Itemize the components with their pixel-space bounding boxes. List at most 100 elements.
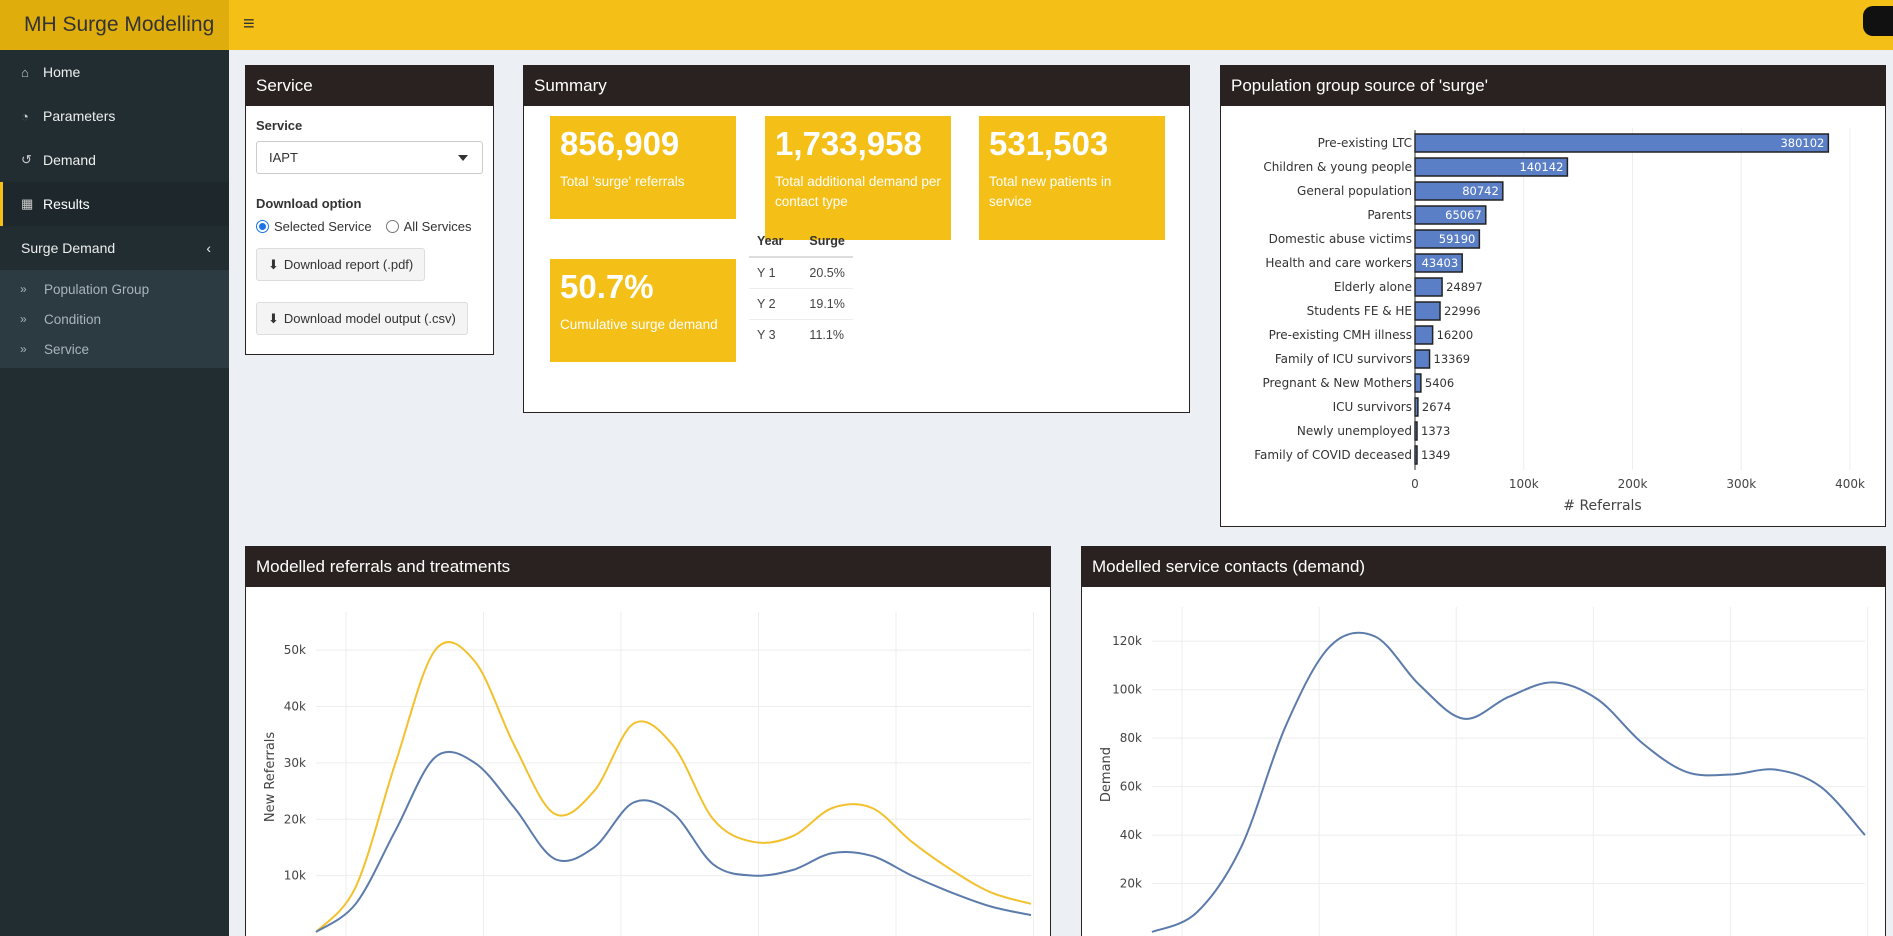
service-label: Service: [256, 118, 303, 133]
value-box-number: 1,733,958: [775, 125, 922, 162]
x-tick-label: 0: [1411, 477, 1419, 491]
y-tick-label: 40k: [284, 700, 306, 714]
bar: [1414, 277, 1443, 297]
double-chevron-right-icon: »: [20, 282, 27, 296]
service-box: Service Service IAPT Download option Sel…: [245, 65, 494, 355]
download-option-label: Download option: [256, 196, 362, 211]
y-tick-label: 120k: [1112, 634, 1142, 648]
dashboard-icon: ◔: [21, 108, 29, 124]
double-chevron-right-icon: »: [20, 342, 27, 356]
y-tick-label: 40k: [1120, 828, 1142, 842]
double-chevron-right-icon: »: [20, 312, 27, 326]
sidebar-item-results[interactable]: ▦ Results: [0, 182, 229, 226]
sidebar-item-label: Home: [43, 64, 81, 80]
population-bar-chart[interactable]: 0 100k 200k 300k 400k Pre-existing LTC 380102 C…: [1221, 106, 1885, 526]
y-tick-label: 50k: [284, 643, 306, 657]
x-tick-label: 400k: [1835, 477, 1865, 491]
x-tick-label: 100k: [1509, 477, 1539, 491]
value-box-caption: Total additional demand per contact type: [775, 174, 941, 209]
download-icon: ⬇: [268, 310, 279, 326]
sidebar-subitem-service[interactable]: » Service: [0, 334, 229, 364]
data-label: 1349: [1421, 448, 1450, 462]
category-label: ICU survivors: [1333, 400, 1412, 414]
table-header: Surge: [791, 226, 853, 258]
table-icon: ▦: [21, 196, 34, 211]
y-tick-label: 30k: [284, 756, 306, 770]
data-label: 65067: [1445, 208, 1482, 222]
x-tick-label: 300k: [1726, 477, 1756, 491]
table-cell: 19.1%: [791, 288, 853, 320]
value-box-caption: Cumulative surge demand: [560, 317, 718, 333]
contacts-chart-title: Modelled service contacts (demand): [1082, 547, 1885, 587]
series-line: [315, 641, 1032, 933]
radio-label: Selected Service: [274, 219, 372, 234]
table-row: Y 2 19.1%: [749, 288, 853, 320]
y-tick-label: 20k: [1120, 877, 1142, 891]
table-row: Y 1 20.5%: [749, 256, 853, 289]
download-report-label: Download report (.pdf): [283, 257, 414, 272]
sidebar-item-surge-demand[interactable]: Surge Demand ‹: [0, 226, 229, 270]
x-axis-title: # Referrals: [1563, 498, 1641, 514]
bar: [1414, 373, 1422, 393]
x-tick-label: 200k: [1618, 477, 1648, 491]
radio-selected-service[interactable]: Selected Service: [256, 219, 372, 234]
data-label: 16200: [1437, 328, 1474, 342]
caret-down-icon: [458, 154, 468, 161]
sidebar-subitem-population-group[interactable]: » Population Group: [0, 274, 229, 304]
radio-dot-checked: [256, 220, 269, 233]
service-select[interactable]: IAPT: [256, 141, 483, 174]
series-line: [315, 750, 1032, 933]
value-box-cumulative: 50.7% Cumulative surge demand: [550, 259, 736, 362]
download-report-button[interactable]: ⬇ Download report (.pdf): [256, 248, 426, 281]
sidebar-subitem-label: Service: [44, 341, 90, 357]
sidebar-item-home[interactable]: ⌂ Home: [0, 50, 229, 94]
y-tick-label: 10k: [284, 869, 306, 883]
bar: [1414, 133, 1830, 153]
category-label: Elderly alone: [1334, 280, 1412, 294]
contacts-line-chart[interactable]: 20k 40k 60k 80k 100k 120k Demand: [1082, 587, 1885, 936]
sidebar-subitem-condition[interactable]: » Condition: [0, 304, 229, 334]
app-title: MH Surge Modelling: [0, 0, 229, 50]
radio-all-services[interactable]: All Services: [385, 219, 472, 234]
radio-label: All Services: [403, 219, 472, 234]
value-box-caption: Total 'surge' referrals: [560, 174, 685, 190]
series-line: [1151, 631, 1866, 933]
summary-box: Summary 856,909 Total 'surge' referrals …: [523, 65, 1190, 413]
table-cell: Y 2: [749, 288, 792, 320]
category-label: Pregnant & New Mothers: [1262, 376, 1412, 390]
data-label: 80742: [1462, 184, 1499, 198]
menu-toggle-icon[interactable]: ≡: [243, 13, 255, 35]
category-label: Family of COVID deceased: [1254, 448, 1412, 462]
top-navbar: ≡: [229, 0, 1893, 50]
download-option-radios: Selected Service All Services: [256, 219, 483, 234]
category-label: Family of ICU survivors: [1275, 352, 1412, 366]
y-axis-title: Demand: [1099, 747, 1114, 802]
data-label: 5406: [1425, 376, 1454, 390]
category-label: Parents: [1367, 208, 1412, 222]
service-box-title: Service: [246, 66, 493, 106]
population-chart-box: Population group source of 'surge' 0 100k…: [1220, 65, 1886, 527]
sidebar-item-parameters[interactable]: ◔ Parameters: [0, 94, 229, 138]
sidebar-item-demand[interactable]: ↺ Demand: [0, 138, 229, 182]
table-cell: Y 1: [749, 256, 792, 289]
sidebar-subitem-label: Population Group: [44, 281, 150, 297]
value-box-referrals: 856,909 Total 'surge' referrals: [550, 116, 736, 219]
data-label: 13369: [1434, 352, 1471, 366]
sidebar-item-label: Surge Demand: [21, 240, 116, 256]
value-box-patients: 531,503 Total new patients in service: [979, 116, 1165, 240]
referrals-line-chart[interactable]: 10k 20k 30k 40k 50k New Referrals: [246, 587, 1050, 936]
home-icon: ⌂: [21, 64, 29, 80]
download-output-label: Download model output (.csv): [283, 311, 456, 326]
category-label: General population: [1297, 184, 1412, 198]
data-label: 43403: [1422, 256, 1459, 270]
data-label: 380102: [1780, 136, 1824, 150]
summary-box-title: Summary: [524, 66, 1189, 106]
y-tick-label: 20k: [284, 812, 306, 826]
logo-badge: [1863, 6, 1893, 36]
data-label: 59190: [1439, 232, 1476, 246]
download-output-button[interactable]: ⬇ Download model output (.csv): [256, 302, 468, 335]
sidebar: ⌂ Home ◔ Parameters ↺ Demand ▦ Results S…: [0, 50, 229, 936]
data-label: 1373: [1421, 424, 1450, 438]
history-icon: ↺: [21, 152, 32, 167]
download-icon: ⬇: [268, 256, 279, 272]
